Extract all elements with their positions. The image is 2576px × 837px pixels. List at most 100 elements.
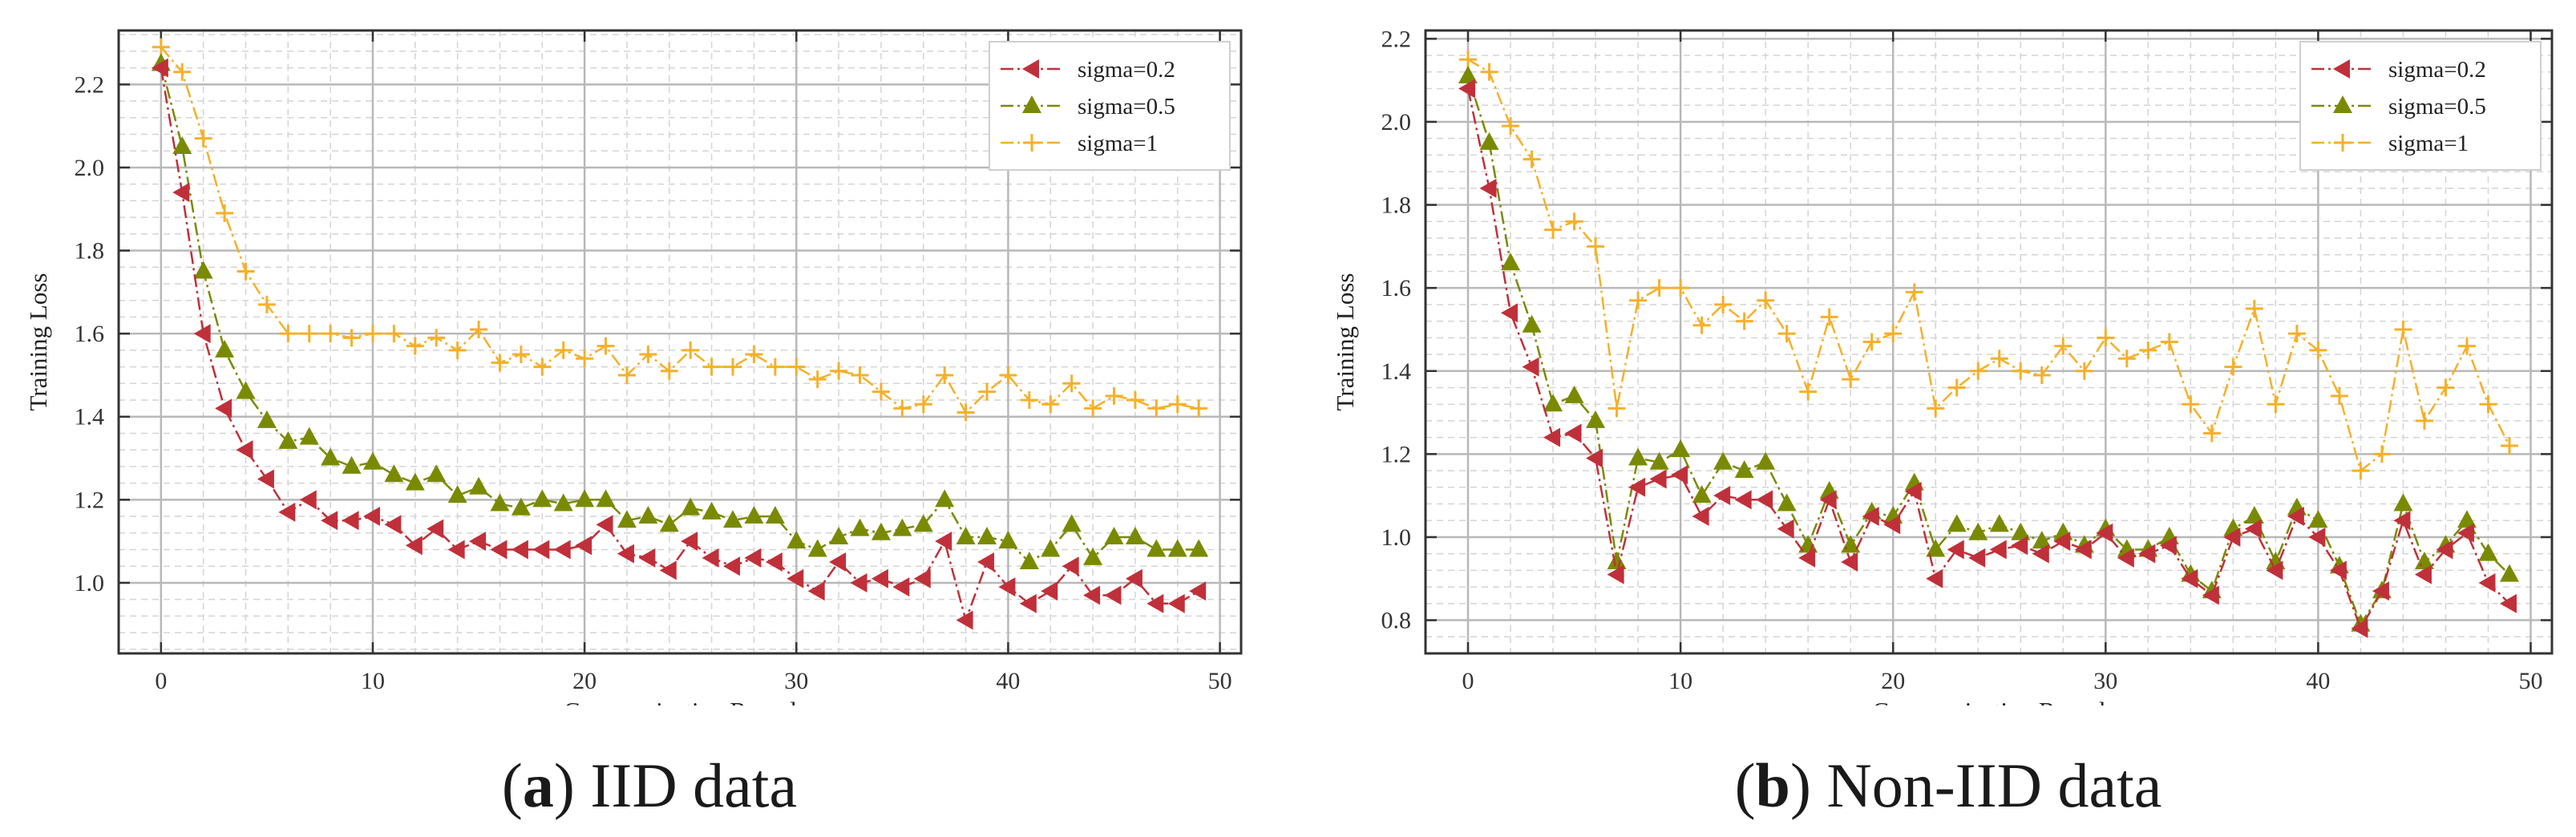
data-point (702, 548, 719, 568)
data-point (1480, 63, 1498, 81)
data-point (2308, 527, 2326, 547)
data-point (1628, 477, 1646, 497)
data-point (1968, 522, 1988, 540)
data-point (299, 490, 317, 510)
legend: sigma=0.2 sigma=0.5 sigma=1 (2299, 41, 2542, 171)
data-point (1904, 481, 1922, 501)
data-point (1713, 451, 1733, 470)
data-point (871, 382, 890, 401)
data-point (2478, 543, 2498, 561)
data-point (2267, 395, 2285, 414)
legend-label: sigma=0.2 (2388, 57, 2486, 83)
y-tick-label: 1.8 (1381, 192, 1412, 219)
data-point (553, 540, 571, 560)
data-point (1104, 526, 1124, 544)
data-point (321, 325, 340, 343)
data-point (1927, 399, 1945, 418)
data-point (787, 531, 807, 549)
legend-marker (2334, 134, 2352, 152)
data-point (2032, 366, 2051, 384)
data-point (1501, 303, 1519, 323)
x-tick-label: 20 (572, 668, 596, 694)
panel-b: 0 10 20 30 40 50 0.8 1.0 1.2 1.4 1.6 1.8 2.0 2.2 Commu… (1291, 0, 2576, 706)
x-tick-label: 40 (2306, 668, 2330, 694)
data-point (2244, 506, 2264, 524)
data-point (576, 350, 594, 368)
x-axis-label: Communication Round (1872, 697, 2105, 706)
data-point (1125, 568, 1142, 588)
data-point (299, 427, 319, 445)
series-line (1466, 75, 2510, 627)
data-point (405, 472, 425, 491)
data-point (257, 410, 277, 428)
data-point (362, 451, 382, 470)
data-point (2097, 329, 2115, 347)
data-point (850, 518, 870, 536)
data-point (427, 519, 444, 539)
data-point (2245, 300, 2263, 318)
data-point (2053, 532, 2071, 552)
data-point (1713, 486, 1731, 506)
data-point (236, 440, 253, 460)
data-point (998, 531, 1018, 549)
data-point (2479, 395, 2497, 414)
x-tick-label: 20 (1881, 668, 1905, 694)
x-axis-label: Communication Round (564, 697, 797, 706)
data-point (1757, 291, 1775, 309)
y-tick-label: 1.0 (1381, 524, 1412, 551)
data-point (216, 204, 234, 222)
data-point (193, 324, 211, 344)
data-point (871, 522, 891, 540)
y-tick-label: 0.8 (1381, 608, 1412, 634)
data-point (702, 358, 721, 376)
data-point (1502, 117, 1520, 135)
data-point (617, 510, 637, 528)
data-point (2393, 493, 2413, 512)
data-point (1883, 515, 1901, 535)
data-point (681, 341, 700, 359)
data-point (2352, 462, 2370, 480)
data-point (829, 526, 849, 544)
data-point (1105, 386, 1123, 405)
data-point (1458, 79, 1476, 99)
data-point (385, 325, 403, 343)
data-point (533, 358, 552, 376)
series-line (1466, 88, 2510, 631)
data-point (1189, 539, 1209, 557)
data-point (2202, 585, 2219, 605)
data-point (2096, 523, 2113, 543)
series-sigma=0.2 (1458, 79, 2517, 638)
y-tick-label: 2.2 (75, 71, 105, 98)
data-point (406, 337, 424, 355)
data-point (1126, 391, 1144, 410)
data-point (807, 581, 825, 601)
data-point (236, 381, 256, 399)
data-point (1862, 333, 1881, 351)
data-point (405, 536, 423, 556)
series-line (1467, 59, 2511, 473)
data-point (469, 532, 487, 552)
data-point (152, 38, 170, 56)
data-point (512, 346, 530, 364)
data-point (1671, 465, 1688, 485)
data-point (151, 58, 168, 78)
data-point (2138, 544, 2156, 564)
data-point (448, 341, 467, 359)
data-point (215, 339, 235, 358)
data-point (1819, 490, 1837, 510)
data-point (787, 358, 806, 376)
plot-frame (117, 29, 1243, 655)
data-point (278, 431, 298, 449)
data-point (2202, 424, 2221, 443)
data-point (1649, 451, 1669, 470)
data-point (490, 540, 508, 560)
data-point (2308, 510, 2328, 528)
data-point (1990, 350, 2008, 368)
data-point (2011, 522, 2031, 540)
y-tick-label: 1.4 (75, 404, 105, 431)
data-point (913, 568, 931, 588)
data-point (2436, 540, 2453, 560)
data-point (1798, 548, 1816, 568)
data-point (1565, 212, 1583, 231)
legend-label: sigma=1 (1078, 131, 1158, 156)
